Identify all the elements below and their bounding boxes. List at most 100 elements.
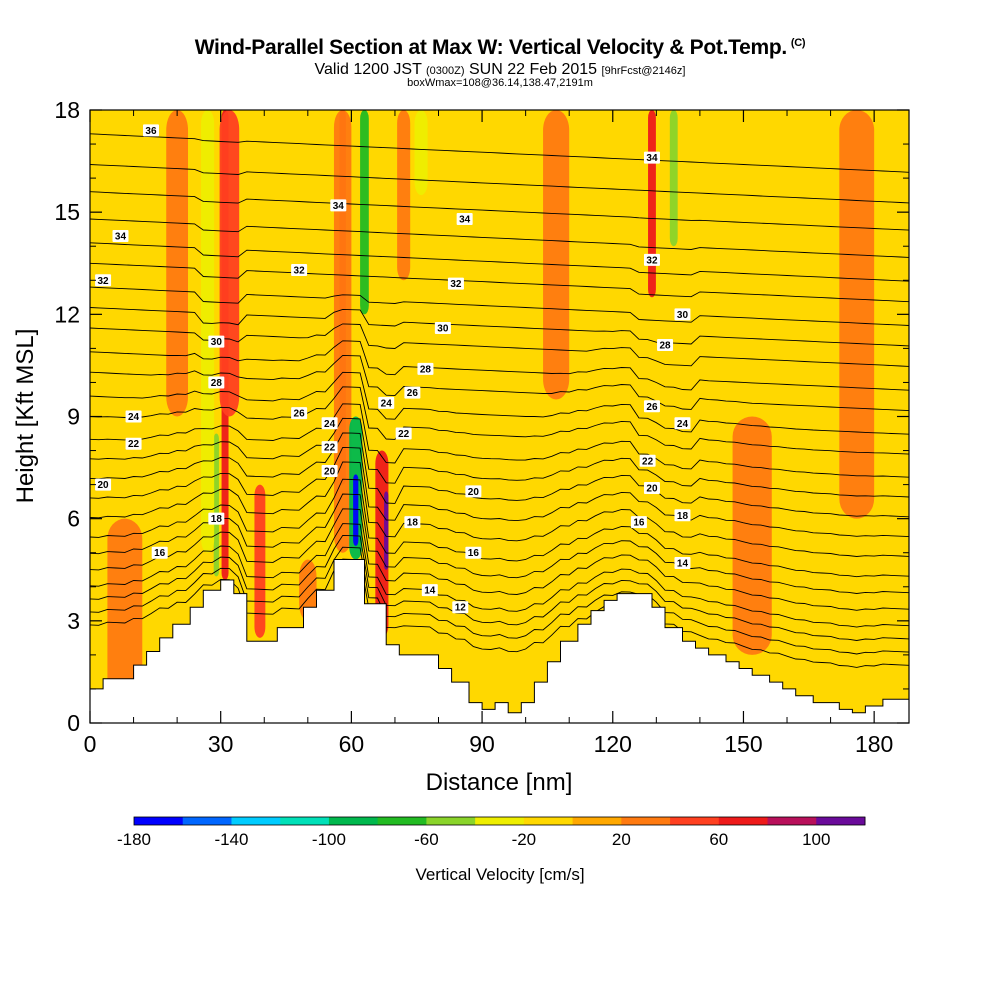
contour-label-36: 18 [674, 509, 691, 522]
contour-label-4: 28 [208, 376, 225, 389]
contour-label-18: 24 [321, 417, 338, 430]
colorbar-swatch-6 [426, 817, 476, 825]
contour-label-29: 32 [643, 253, 660, 266]
w-feature-2 [213, 433, 219, 577]
y-axis-title: Height [Kft MSL] [12, 329, 39, 504]
isentrope-35 [90, 164, 909, 204]
contour-label-7: 20 [95, 478, 112, 491]
y-tick-label-6: 18 [54, 97, 80, 123]
w-feature-16 [669, 110, 678, 247]
svg-text:28: 28 [420, 364, 432, 375]
chart-subtitle: Valid 1200 JST (0300Z) SUN 22 Feb 2015 [… [0, 61, 1000, 79]
svg-text:32: 32 [294, 266, 306, 277]
w-feature-3 [201, 110, 215, 553]
colorbar-swatch-4 [328, 817, 379, 825]
y-tick-label-0: 0 [67, 710, 80, 736]
contour-label-8: 18 [208, 512, 225, 525]
isentrope-17 [90, 493, 909, 594]
svg-text:18: 18 [407, 518, 419, 529]
contour-label-22: 20 [321, 464, 338, 477]
svg-text:14: 14 [677, 558, 689, 569]
svg-text:22: 22 [324, 443, 336, 454]
contour-label-34: 22 [639, 454, 656, 467]
colorbar-label-0: -180 [117, 830, 151, 849]
x-tick-label-2: 60 [339, 731, 365, 757]
w-feature-19 [107, 518, 143, 700]
colorbar-label-3: -60 [414, 830, 439, 849]
svg-text:26: 26 [407, 388, 419, 399]
w-feature-4 [254, 484, 266, 638]
y-tick-label-4: 12 [54, 301, 80, 327]
contour-label-5: 24 [125, 410, 142, 423]
colorbar-label-1: -140 [214, 830, 248, 849]
svg-text:24: 24 [324, 419, 336, 430]
isentrope-24 [90, 386, 909, 455]
x-tick-label-4: 120 [594, 731, 632, 757]
contour-label-31: 28 [657, 338, 674, 351]
svg-text:22: 22 [642, 456, 654, 467]
contour-label-16: 26 [404, 386, 421, 399]
contour-label-3: 30 [208, 335, 225, 348]
w-feature-20 [166, 110, 189, 417]
isentrope-27 [90, 340, 909, 391]
y-tick-label-5: 15 [54, 199, 80, 225]
box-info: boxWmax=108@36.14,138.47,2191m [407, 77, 593, 89]
contour-label-25: 16 [465, 546, 482, 559]
isentrope-22 [90, 417, 909, 498]
contour-label-6: 22 [125, 437, 142, 450]
svg-text:18: 18 [211, 514, 223, 525]
contour-label-15: 28 [417, 362, 434, 375]
svg-text:34: 34 [115, 232, 127, 243]
copyright-mark: (C) [790, 37, 806, 49]
contour-label-19: 24 [378, 396, 395, 409]
svg-text:34: 34 [333, 201, 345, 212]
svg-text:28: 28 [659, 340, 671, 351]
y-tick-label-1: 3 [67, 608, 80, 634]
contour-label-13: 32 [447, 277, 464, 290]
isentrope-20 [90, 446, 909, 538]
svg-text:18: 18 [677, 511, 689, 522]
isentrope-26 [90, 354, 909, 412]
svg-text:16: 16 [633, 518, 645, 529]
contour-label-17: 26 [291, 407, 308, 420]
colorbar-title: Vertical Velocity [cm/s] [415, 865, 584, 884]
svg-text:32: 32 [450, 279, 462, 290]
contour-label-32: 26 [643, 400, 660, 413]
isentrope-36 [90, 133, 909, 173]
colorbar-swatch-13 [767, 817, 817, 825]
svg-text:30: 30 [211, 337, 223, 348]
colorbar-swatch-0 [134, 817, 184, 825]
x-tick-label-6: 180 [855, 731, 893, 757]
w-feature-21 [299, 559, 317, 621]
w-feature-11 [384, 491, 389, 570]
svg-text:22: 22 [128, 439, 140, 450]
contour-label-26: 14 [421, 584, 438, 597]
isentrope-21 [90, 432, 909, 518]
x-tick-label-0: 0 [84, 731, 97, 757]
vertical-velocity-field [107, 110, 875, 700]
contour-label-38: 14 [674, 556, 691, 569]
colorbar-label-6: 60 [709, 830, 728, 849]
contour-label-21: 22 [395, 427, 412, 440]
contour-label-23: 20 [465, 485, 482, 498]
contour-label-30: 30 [674, 308, 691, 321]
chart-title-text: Wind-Parallel Section at Max W: Vertical… [194, 36, 788, 59]
colorbar-swatch-3 [280, 817, 330, 825]
x-tick-label-5: 150 [724, 731, 762, 757]
isentrope-15 [90, 523, 909, 628]
isentrope-14 [90, 534, 909, 641]
isentrope-34 [90, 191, 909, 231]
isentrope-30 [90, 286, 909, 326]
colorbar-swatch-9 [572, 817, 622, 825]
svg-text:24: 24 [381, 398, 393, 409]
svg-text:28: 28 [211, 378, 223, 389]
x-tick-label-1: 30 [208, 731, 234, 757]
contour-label-10: 34 [330, 199, 347, 212]
contour-label-24: 18 [404, 516, 421, 529]
forecast-info: [9hrFcst@2146z] [601, 65, 686, 77]
colorbar-swatch-1 [182, 817, 232, 825]
svg-text:16: 16 [468, 548, 480, 559]
svg-text:20: 20 [646, 484, 658, 495]
svg-text:34: 34 [459, 214, 471, 225]
